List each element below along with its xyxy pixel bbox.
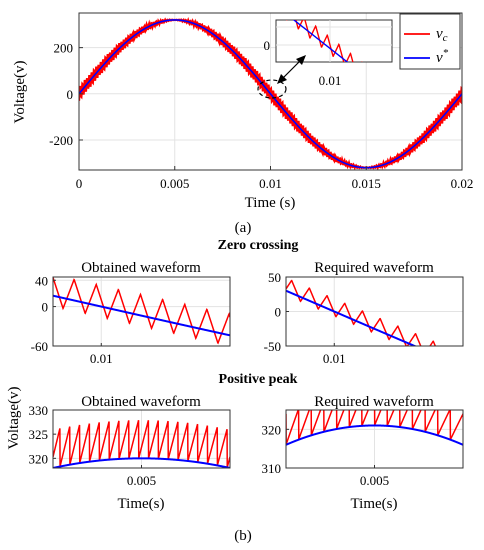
panel-ytick: -50 [264,339,281,354]
chart-a-xlabel: Time (s) [245,195,296,211]
panel-ytick: 40 [35,273,48,288]
panel-xtick: 0.01 [90,351,113,366]
caption-a: (a) [235,220,252,236]
panel-series-red [53,420,230,468]
panel-ytick: -60 [31,339,48,354]
inset-series-vc [285,20,363,62]
legend-label-vref: v* [436,47,449,66]
chart-a-xtick: 0.005 [160,176,189,191]
chart-a-ylabel: Voltage(v) [12,60,28,123]
panel-series-blue [53,294,230,337]
chart-a-ytick: -200 [49,133,73,148]
panel-ytick: 320 [262,422,282,437]
zoom-arrow-tail [277,74,287,84]
panel-b3-title: Obtained waveform [81,394,201,410]
panel-b1: 0.01 40 0 -60 [31,273,231,366]
panel-ytick: 0 [42,300,49,315]
panel-ytick: 325 [29,427,49,442]
chart-a: 0 0.005 0.01 0.015 0.02 200 0 -200 Time (s) Vol… [12,12,473,236]
chart-a-xtick: 0.02 [451,176,474,191]
panel-b3-xlabel: Time(s) [118,496,165,512]
chart-a-xtick: 0.015 [352,176,381,191]
zoom-marker-ellipse [257,79,287,99]
panel-ytick: 0 [275,305,282,320]
chart-a-ticks: 0 0.005 0.01 0.015 0.02 200 0 -200 [49,41,473,191]
chart-b: Zero crossing Positive peak Voltage(v) O… [6,238,464,544]
panel-xtick: 0.005 [360,473,389,488]
zoom-arrow-head [296,55,306,65]
panel-series-red [286,410,463,445]
panel-ytick: 310 [262,461,282,476]
chart-a-legend: vc v* [399,13,461,70]
chart-a-series-vref [79,19,462,169]
panel-series-blue [286,289,418,346]
caption-b: (b) [234,528,252,544]
panel-b4-title: Required waveform [314,394,434,410]
chart-a-ytick: 200 [54,41,74,56]
panel-series-blue [286,424,463,446]
legend-label-vc: vc [436,26,448,44]
panel-b1-title: Obtained waveform [81,260,201,276]
panel-b4-xlabel: Time(s) [351,496,398,512]
chart-b-ylabel: Voltage(v) [6,386,22,449]
panel-series-red [286,279,437,346]
inset-ytick: 0 [264,38,271,53]
chart-a-inset: 0 0.01 [264,19,393,88]
panel-ytick: 330 [29,403,49,418]
panel-ytick: 50 [268,270,281,285]
panel-series-blue [53,457,230,468]
panel-series-red [53,277,230,345]
inset-series-vref [292,20,349,62]
chart-a-ytick: 0 [67,87,74,102]
panel-b2: 0.01 50 0 -50 [264,270,464,366]
inset-xtick: 0.01 [319,73,342,88]
section-title-positive-peak: Positive peak [219,372,298,387]
panel-xtick: 0.005 [127,473,156,488]
chart-a-xtick: 0.01 [259,176,282,191]
panel-b3: 0.005 330 325 320 [29,403,231,488]
section-title-zero-crossing: Zero crossing [218,238,299,253]
chart-a-xtick: 0 [76,176,83,191]
panel-xtick: 0.01 [323,351,346,366]
panel-b2-title: Required waveform [314,260,434,276]
panel-frame [52,276,231,347]
panel-ytick: 320 [29,451,49,466]
panel-b4: 0.005 320 310 [262,409,464,488]
